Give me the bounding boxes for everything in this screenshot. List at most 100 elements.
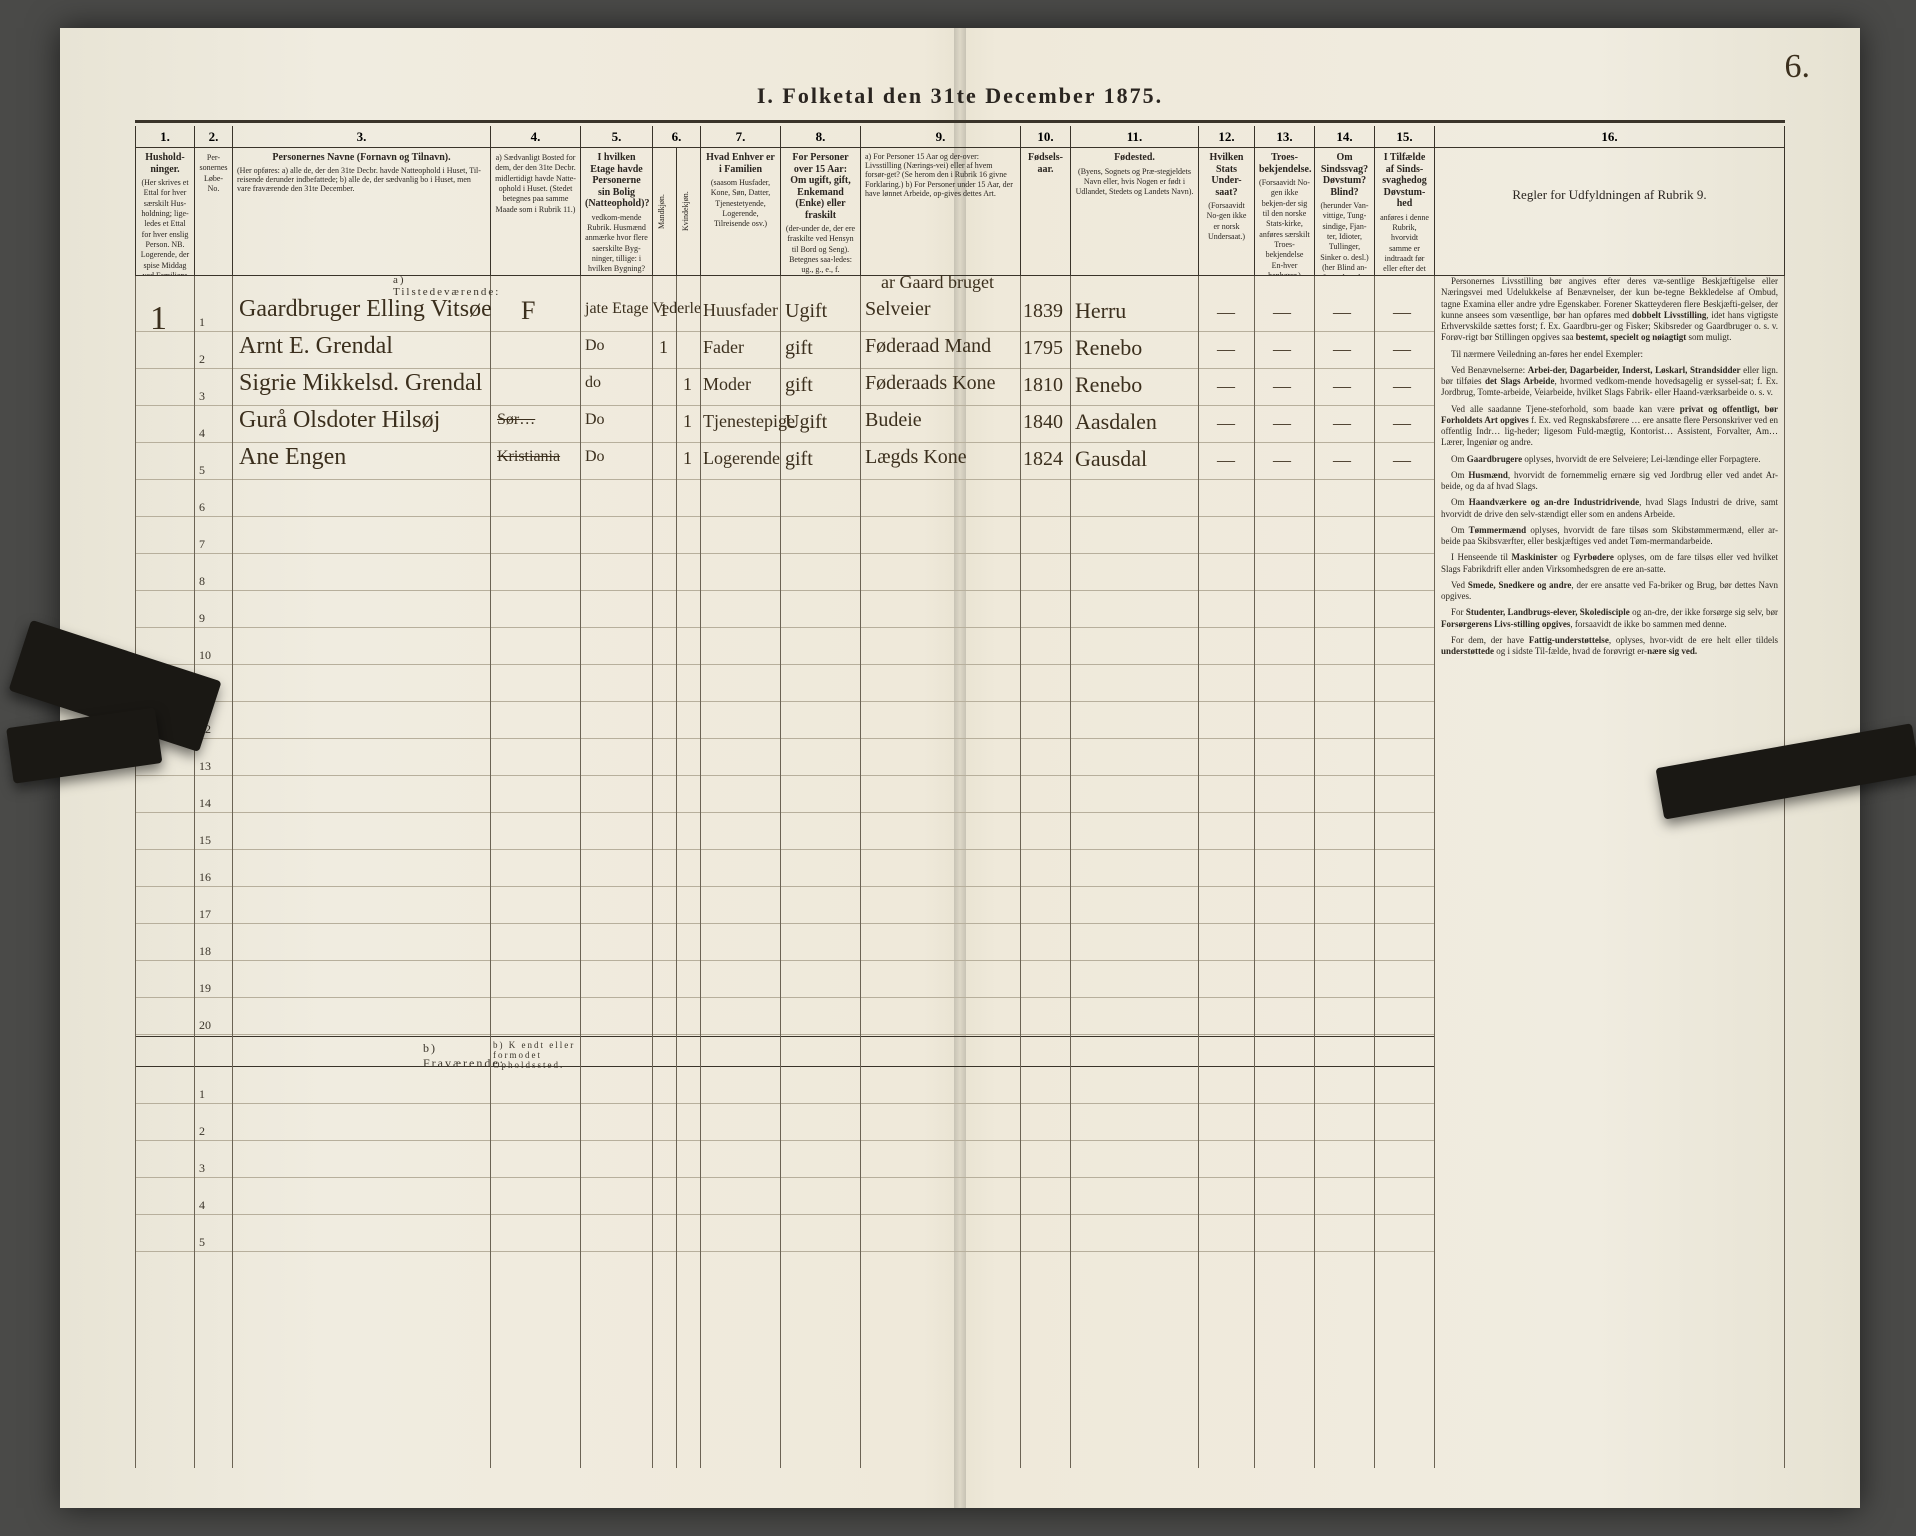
hdr-11: Fødested.(Byens, Sognets og Præ-stegjeld…: [1071, 148, 1199, 276]
colnum-14: 14.: [1315, 126, 1375, 148]
hdr-1: Hushold- ninger.(Her skrives et Ettal fo…: [135, 148, 195, 276]
top-rule: [135, 120, 1785, 123]
dash-cell: —: [1217, 302, 1235, 323]
colnum-4: 4.: [491, 126, 581, 148]
col-12: —————: [1199, 276, 1255, 1468]
row-number-a: 2: [199, 352, 205, 367]
dash-cell: —: [1217, 376, 1235, 397]
row-number-b: 5: [199, 1235, 205, 1250]
col-5: jate Etage VederleDodoDoDo: [581, 276, 653, 1468]
handwritten-cell: Do: [585, 337, 605, 355]
rules-paragraph: Personernes Livsstilling bør angives eft…: [1441, 276, 1778, 344]
row-number-a: 19: [199, 981, 211, 996]
row-number-a: 20: [199, 1018, 211, 1033]
colnum-9: 9.: [861, 126, 1021, 148]
handwritten-cell: 1: [659, 337, 668, 358]
colnum-16: 16.: [1435, 126, 1785, 148]
section-b-col4: b) K endt eller formodet Opholdssted.: [491, 1039, 580, 1073]
row-number-a: 17: [199, 907, 211, 922]
handwritten-cell: Gausdal: [1075, 446, 1147, 472]
col-14: —————: [1315, 276, 1375, 1468]
handwritten-cell: Føderaad Mand: [865, 335, 991, 358]
row-number-a: 13: [199, 759, 211, 774]
handwritten-cell: 1: [659, 300, 668, 321]
handwritten-cell: 1840: [1023, 411, 1063, 434]
rules-paragraph: Om Husmænd, hvorvidt de fornemmelig ernæ…: [1441, 470, 1778, 493]
row-number-a: 1: [199, 315, 205, 330]
handwritten-cell: Kristiania: [497, 448, 560, 466]
row-number-a: 4: [199, 426, 205, 441]
row-number-b: 3: [199, 1161, 205, 1176]
handwritten-cell: Renebo: [1075, 372, 1142, 398]
row-number-a: 3: [199, 389, 205, 404]
hdr-8: For Personer over 15 Aar: Om ugift, gift…: [781, 148, 861, 276]
hdr-7: Hvad Enhver er i Familien(saasom Husfade…: [701, 148, 781, 276]
handwritten-cell: F: [521, 296, 535, 326]
dash-cell: —: [1217, 450, 1235, 471]
hdr-6a: Mandkjøn.: [653, 148, 677, 276]
colnum-13: 13.: [1255, 126, 1315, 148]
col-3: a) Tilstedeværende: b) Fraværende: Gaard…: [233, 276, 491, 1468]
handwritten-cell: Budeie: [865, 409, 922, 432]
handwritten-cell: 1: [683, 374, 692, 395]
rules-paragraph: Ved Smede, Snedkere og andre, der ere an…: [1441, 580, 1778, 603]
colnum-3: 3.: [233, 126, 491, 148]
dash-cell: —: [1333, 339, 1351, 360]
dash-cell: —: [1333, 376, 1351, 397]
dash-cell: —: [1273, 450, 1291, 471]
rules-text: Personernes Livsstilling bør angives eft…: [1441, 276, 1778, 662]
col-6a: 11: [653, 276, 677, 1468]
ledger-body: 1 123456789101112131415161718192012345 a…: [135, 276, 1785, 1468]
col-16: Personernes Livsstilling bør angives eft…: [1435, 276, 1785, 1468]
col-9: ar Gaard brugetSelveierFøderaad MandFøde…: [861, 276, 1021, 1468]
handwritten-cell: 1810: [1023, 374, 1063, 397]
handwritten-cell: Moder: [703, 374, 751, 395]
dash-cell: —: [1333, 302, 1351, 323]
section-a-label: a) Tilstedeværende:: [393, 274, 500, 298]
rules-paragraph: I Henseende til Maskinister og Fyrbødere…: [1441, 552, 1778, 575]
handwritten-cell: 1824: [1023, 448, 1063, 471]
rules-paragraph: Ved alle saadanne Tjene-steforhold, som …: [1441, 404, 1778, 449]
dash-cell: —: [1393, 339, 1411, 360]
column-header-row: Hushold- ninger.(Her skrives et Ettal fo…: [135, 148, 1785, 276]
dash-cell: —: [1333, 450, 1351, 471]
handwritten-cell: Ugift: [785, 300, 827, 323]
row-number-a: 18: [199, 944, 211, 959]
row-number-b: 1: [199, 1087, 205, 1102]
row-number-a: 14: [199, 796, 211, 811]
hdr-10: Fødsels- aar.: [1021, 148, 1071, 276]
colnum-11: 11.: [1071, 126, 1199, 148]
row-number-a: 16: [199, 870, 211, 885]
row-number-a: 5: [199, 463, 205, 478]
colnum-5: 5.: [581, 126, 653, 148]
dash-cell: —: [1273, 339, 1291, 360]
row-number-b: 4: [199, 1198, 205, 1213]
row-number-a: 15: [199, 833, 211, 848]
col-7: HuusfaderFaderModerTjenestepigeLogerende: [701, 276, 781, 1468]
handwritten-cell: Logerende: [703, 448, 780, 469]
handwritten-cell: 1839: [1023, 300, 1063, 323]
handwritten-cell: Lægds Kone: [865, 446, 967, 469]
col-1: 1: [135, 276, 195, 1468]
rules-paragraph: Ved Benævnelserne: Arbei-der, Dagarbeide…: [1441, 365, 1778, 399]
hdr-13: Troes-bekjendelse.(Forsaavidt No-gen ikk…: [1255, 148, 1315, 276]
person-name: Ane Engen: [239, 444, 346, 471]
rules-paragraph: Om Gaardbrugere oplyses, hvorvidt de ere…: [1441, 454, 1778, 465]
handwritten-cell: Renebo: [1075, 335, 1142, 361]
handwritten-col9-header: ar Gaard bruget: [881, 272, 994, 293]
row-number-a: 6: [199, 500, 205, 515]
row-number-a: 8: [199, 574, 205, 589]
col-2: 123456789101112131415161718192012345: [195, 276, 233, 1468]
person-name: Sigrie Mikkelsd. Grendal: [239, 370, 482, 397]
dash-cell: —: [1393, 413, 1411, 434]
rules-paragraph: Om Haandværkere og an-dre Industridriven…: [1441, 497, 1778, 520]
handwritten-cell: Sør…: [497, 411, 535, 429]
hdr-9: a) For Personer 15 Aar og der-over: Livs…: [861, 148, 1021, 276]
colnum-7: 7.: [701, 126, 781, 148]
person-name: Gaardbruger Elling Vitsøe: [239, 296, 492, 323]
handwritten-cell: Huusfader: [703, 300, 778, 321]
hdr-3: Personernes Navne (Fornavn og Tilnavn).(…: [233, 148, 491, 276]
row-number-a: 9: [199, 611, 205, 626]
dash-cell: —: [1273, 413, 1291, 434]
handwritten-cell: Ugift: [785, 411, 827, 434]
